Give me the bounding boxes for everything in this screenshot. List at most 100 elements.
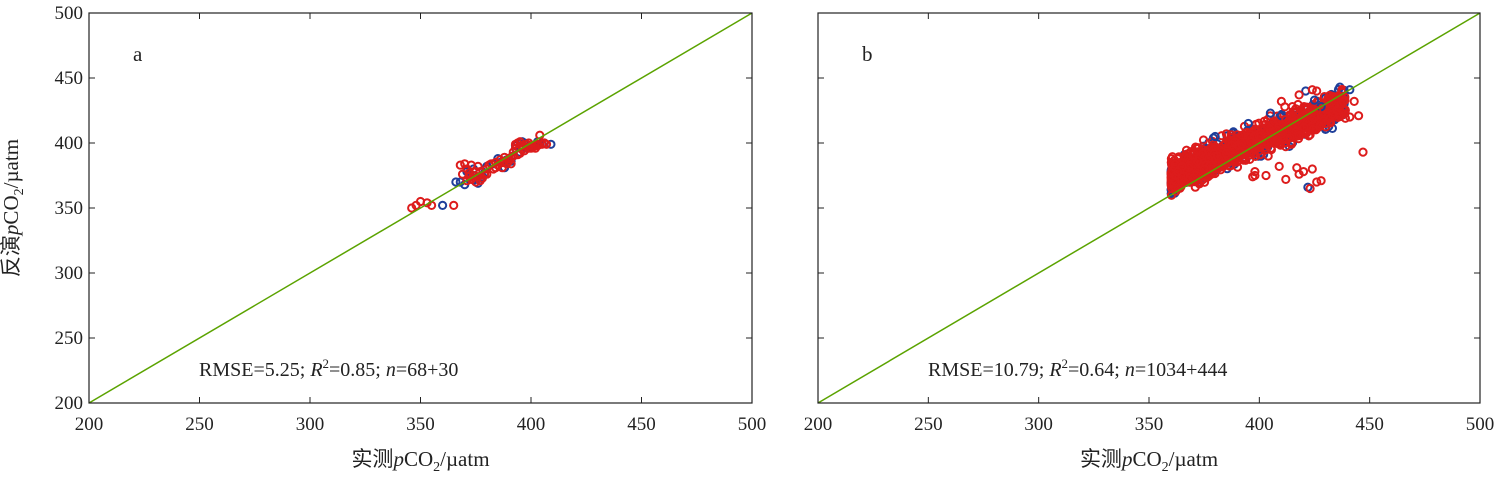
panel-b-point-red	[1354, 111, 1364, 121]
panel-b-point-red	[1308, 124, 1318, 135]
panel-a-y-tick-label: 300	[55, 263, 84, 284]
panel-a-point-red	[455, 160, 465, 170]
panel-b-point-red	[1173, 167, 1183, 177]
panel-b-x-axis-label: 实测pCO2/µatm	[1080, 447, 1218, 475]
panel-a-point-red	[510, 139, 521, 149]
panel-a-x-tick-label: 200	[75, 414, 104, 435]
panel-a-r2-symbol: R	[309, 359, 322, 381]
panel-a-y-tick-label: 200	[55, 393, 84, 414]
panel-b-point-red	[1204, 154, 1214, 164]
panel-b-point-red	[1312, 177, 1322, 187]
panel-a-x-label-prefix: 实测	[351, 447, 393, 471]
panel-a-x-label-chem: CO	[404, 447, 433, 471]
panel-a-letter: a	[133, 42, 143, 66]
panel-b-point-blue	[1345, 85, 1355, 95]
panel-b-point-red	[1340, 113, 1351, 123]
panel-b-point-red	[1221, 148, 1231, 158]
panel-b-point-red	[1192, 156, 1203, 166]
panel-b-x-tick-label: 450	[1355, 414, 1384, 435]
y-axis-label-prefix: 反演	[0, 235, 23, 277]
panel-a: 200 250 300 350 400 450 500 200 250 300 350 400 450 5…	[55, 3, 767, 475]
y-axis-label-unit: /µatm	[0, 139, 23, 188]
panel-b-point-red	[1305, 183, 1315, 194]
panel-b-point-red	[1316, 176, 1326, 186]
panel-b-point-red	[1250, 167, 1260, 177]
panel-b-x-tick-label: 250	[914, 414, 943, 435]
panel-b-point-red	[1213, 163, 1223, 173]
y-axis-label-sub: 2	[12, 188, 27, 195]
panel-b-point-red	[1212, 151, 1223, 161]
panel-a-n-symbol: n	[386, 359, 396, 381]
y-axis-label-var: p	[0, 225, 23, 238]
panel-b-point-red	[1307, 115, 1317, 125]
panel-b-point-red	[1299, 122, 1309, 133]
panel-a-point-red	[471, 177, 481, 187]
panel-b-point-red	[1358, 147, 1368, 157]
panel-b-point-red	[1198, 135, 1209, 145]
panel-b-x-tick-label: 300	[1024, 414, 1053, 435]
panel-b-point-red	[1254, 146, 1264, 156]
y-axis-label: 反演pCO2/µatm	[0, 139, 27, 277]
panel-b-point-red	[1199, 164, 1209, 174]
panel-a-r2-value: =0.85;	[329, 359, 381, 381]
panel-a-point-red	[449, 200, 459, 210]
panel-a-point-red	[466, 160, 476, 170]
panel-a-x-axis-label: 实测pCO2/µatm	[351, 447, 489, 475]
panel-b-point-red	[1345, 112, 1355, 122]
panel-b-point-red	[1250, 170, 1260, 181]
panel-b-point-red	[1349, 96, 1359, 107]
panel-b-point-red	[1179, 151, 1189, 161]
panel-a-x-tick-label: 500	[738, 414, 767, 435]
panel-b-point-red	[1336, 99, 1346, 109]
panel-b-point-red	[1272, 135, 1282, 145]
panel-b-point-blue	[1243, 118, 1253, 129]
panel-a-x-label-sub: 2	[433, 460, 440, 475]
panel-b-point-red	[1265, 125, 1276, 135]
panel-b-point-red	[1287, 102, 1298, 112]
panel-b-x-tick-label: 400	[1245, 414, 1274, 435]
panel-a-y-tick-label: 500	[55, 3, 84, 24]
y-axis-label-chem: CO	[0, 195, 23, 224]
panel-a-point-blue	[438, 200, 448, 210]
panel-b-point-red	[1316, 116, 1326, 127]
panel-b-point-red	[1276, 96, 1287, 107]
panel-a-point-red	[541, 139, 552, 149]
panel-b-x-tick-label: 500	[1466, 414, 1495, 435]
panel-a-n-value: =68+30	[396, 359, 459, 381]
panel-b-ticks: 200 250 300 350 400 450 500	[804, 12, 1495, 435]
panel-b-point-blue	[1309, 95, 1320, 105]
panel-b-point-red	[1281, 115, 1291, 125]
panel-b-point-red	[1320, 118, 1331, 129]
panel-a-rmse: RMSE=5.25;	[199, 359, 305, 381]
panel-b-x-label-chem: CO	[1132, 447, 1161, 471]
panel-b-point-red	[1327, 109, 1337, 120]
panel-b-x-tick-label: 350	[1135, 414, 1164, 435]
panel-b-point-red	[1179, 177, 1189, 187]
panel-b-rmse: RMSE=10.79;	[928, 359, 1044, 381]
panel-a-y-tick-label: 250	[55, 328, 84, 349]
panel-b-point-red	[1307, 85, 1317, 95]
panel-b-point-red	[1281, 174, 1291, 184]
panel-b-point-red	[1294, 90, 1304, 100]
panel-a-stats: RMSE=5.25; R2=0.85; n=68+30	[199, 356, 458, 381]
panel-b-point-blue	[1210, 131, 1220, 142]
panel-b-point-red	[1292, 163, 1302, 173]
panel-b-x-label-prefix: 实测	[1080, 447, 1122, 471]
panel-a-y-tick-label: 400	[55, 133, 84, 154]
panel-b-n-value: =1034+444	[1135, 359, 1228, 381]
panel-a-x-tick-label: 400	[517, 414, 546, 435]
panel-b-point-blue	[1265, 108, 1276, 118]
panel-b-point-red	[1237, 130, 1247, 140]
panel-a-y-tick-label: 350	[55, 198, 84, 219]
panel-a-point-red	[482, 169, 492, 179]
panel-b-point-red	[1245, 137, 1256, 147]
panel-a-x-tick-label: 300	[296, 414, 325, 435]
panel-b-x-label-var: p	[1120, 447, 1133, 471]
panel-a-y-tick-label: 450	[55, 68, 84, 89]
panel-b-point-red	[1198, 149, 1208, 159]
panel-b-x-label-sub: 2	[1162, 460, 1169, 475]
panel-b-point-red	[1274, 161, 1284, 171]
panel-b-point-red	[1307, 164, 1317, 174]
panel-b-point-red	[1177, 161, 1187, 171]
